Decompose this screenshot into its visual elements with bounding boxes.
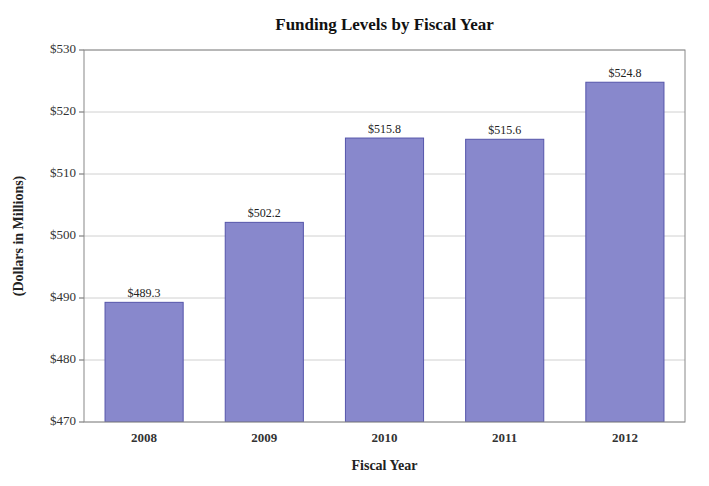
y-tick (79, 298, 84, 299)
x-axis: 2008 2009 2010 2011 2012 (131, 430, 638, 445)
data-label: $524.8 (608, 66, 641, 80)
y-axis: $470 $480 $490 $500 $510 $520 $530 (50, 41, 84, 428)
y-tick (79, 236, 84, 237)
bar (586, 82, 664, 422)
x-tick-label: 2008 (131, 430, 158, 445)
y-tick (79, 174, 84, 175)
x-tick-label: 2012 (612, 430, 638, 445)
x-axis-label: Fiscal Year (352, 458, 418, 473)
y-tick-label: $520 (50, 103, 76, 118)
y-tick-label: $490 (50, 289, 76, 304)
data-label: $515.8 (368, 122, 401, 136)
y-tick-label: $530 (50, 41, 76, 56)
y-tick-label: $480 (50, 351, 76, 366)
y-tick-label: $500 (50, 227, 76, 242)
y-tick-label: $470 (50, 413, 76, 428)
y-tick (79, 422, 84, 423)
bar (225, 222, 303, 422)
data-label: $502.2 (248, 206, 281, 220)
bar (345, 138, 423, 422)
bar (105, 302, 183, 422)
data-label: $489.3 (128, 286, 161, 300)
y-tick (79, 112, 84, 113)
bars (105, 82, 664, 422)
x-tick-label: 2009 (251, 430, 278, 445)
y-axis-label: (Dollars in Millions) (11, 175, 27, 296)
title: Funding Levels by Fiscal Year (275, 15, 494, 34)
y-tick (79, 50, 84, 51)
plot-frame (84, 50, 685, 422)
x-tick-label: 2011 (492, 430, 517, 445)
data-labels: $489.3 $502.2 $515.8 $515.6 $524.8 (128, 66, 642, 300)
x-tick-label: 2010 (372, 430, 398, 445)
bar (466, 139, 544, 422)
chart: $470 $480 $490 $500 $510 $520 $530 $489.3 $502.2… (0, 0, 709, 486)
data-label: $515.6 (488, 123, 521, 137)
y-tick (79, 360, 84, 361)
grid (84, 50, 685, 422)
y-tick-label: $510 (50, 165, 76, 180)
